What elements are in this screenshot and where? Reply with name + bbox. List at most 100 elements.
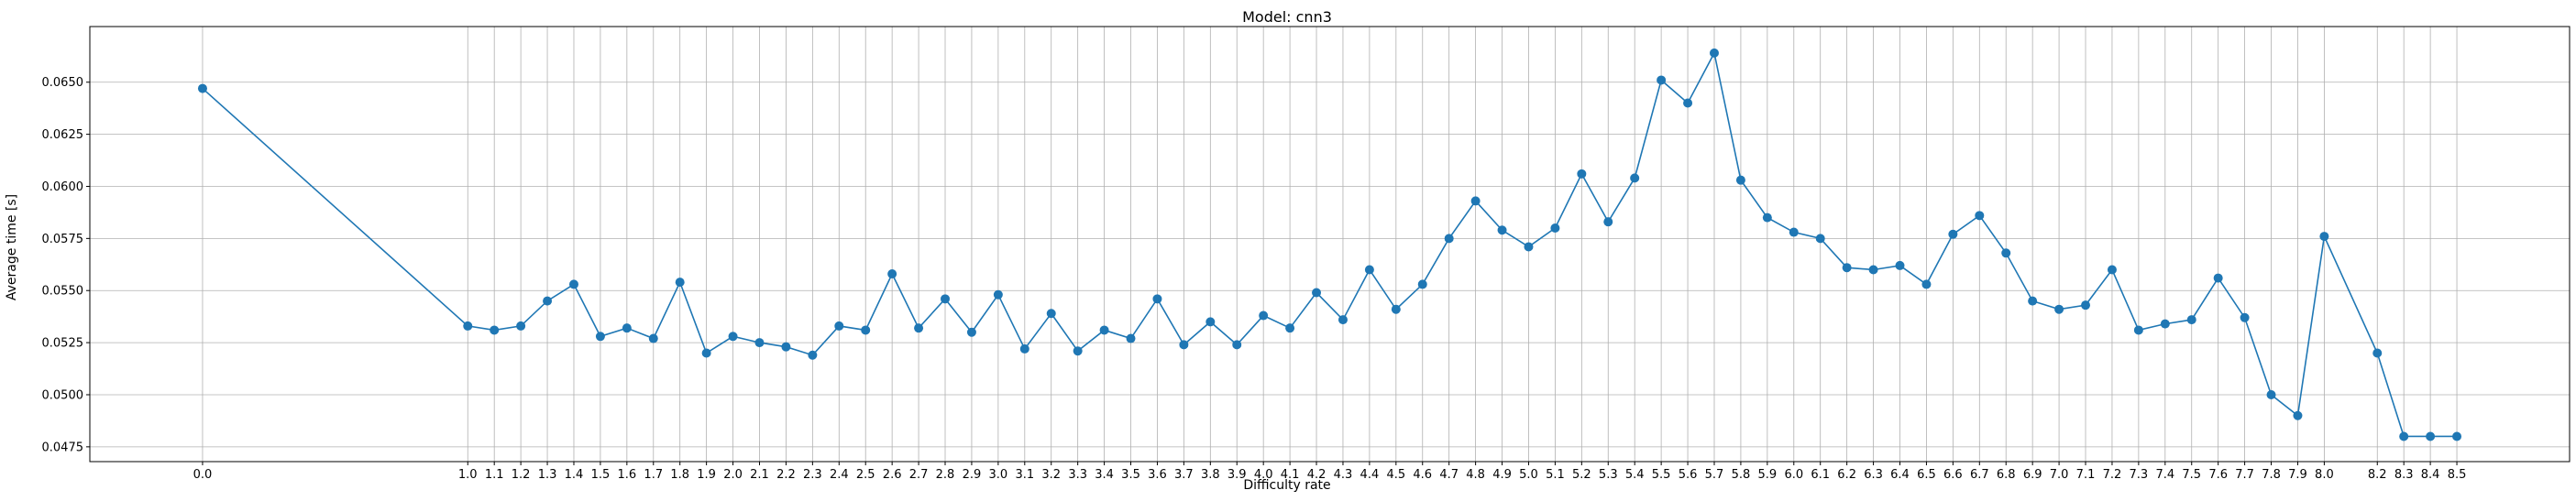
data-point [1126, 333, 1136, 343]
x-tick-label: 3.4 [1095, 468, 1114, 482]
series-line-group [197, 48, 2462, 441]
data-point [1868, 265, 1878, 275]
x-tick-label: 6.4 [1890, 468, 1910, 482]
data-point [966, 327, 976, 337]
data-point [1019, 343, 1029, 354]
x-tick-label: 6.0 [1784, 468, 1803, 482]
x-tick-label: 1.2 [512, 468, 531, 482]
data-point [622, 323, 632, 333]
x-tick-label: 2.9 [963, 468, 982, 482]
data-point [1497, 225, 1507, 235]
data-point [2426, 431, 2436, 441]
y-tick-label: 0.0650 [42, 76, 84, 90]
x-tick-label: 6.1 [1811, 468, 1830, 482]
data-point [2028, 296, 2038, 306]
x-tick-label: 6.9 [2023, 468, 2042, 482]
y-tick-label: 0.0525 [42, 337, 84, 351]
x-tick-label: 7.1 [2076, 468, 2096, 482]
x-tick-label: 4.8 [1466, 468, 1485, 482]
data-point [1683, 98, 1693, 108]
data-point [1630, 173, 1640, 183]
x-tick-label: 8.2 [2368, 468, 2387, 482]
data-point [1657, 75, 1667, 85]
data-point [993, 289, 1003, 300]
x-tick-label: 5.4 [1625, 468, 1645, 482]
data-point [1948, 229, 1958, 239]
data-point [728, 332, 738, 342]
x-tick-label: 2.6 [883, 468, 902, 482]
data-point [2160, 319, 2170, 329]
data-point [1259, 310, 1269, 321]
data-point [1364, 265, 1374, 275]
data-point [1285, 323, 1295, 333]
data-point [2240, 312, 2250, 322]
data-point [2107, 265, 2117, 275]
x-tick-label: 1.0 [458, 468, 478, 482]
x-tick-label: 8.3 [2394, 468, 2414, 482]
data-point [1205, 317, 1216, 327]
x-tick-label: 3.2 [1041, 468, 1061, 482]
x-tick-label: 6.3 [1864, 468, 1883, 482]
chart-title: Model: cnn3 [1242, 8, 1332, 26]
x-tick-label: 3.5 [1121, 468, 1140, 482]
data-point [2213, 273, 2223, 283]
data-point [781, 342, 791, 352]
data-point [1417, 279, 1427, 289]
y-tick-label: 0.0550 [42, 285, 84, 299]
data-point [2293, 410, 2303, 420]
x-tick-label: 5.1 [1546, 468, 1565, 482]
data-point [648, 333, 658, 343]
x-tick-label: 1.6 [617, 468, 636, 482]
x-tick-label: 5.7 [1705, 468, 1724, 482]
data-point [1099, 325, 1109, 335]
x-tick-label: 1.3 [538, 468, 557, 482]
x-tick-label: 8.4 [2421, 468, 2440, 482]
x-tick-label: 5.5 [1652, 468, 1671, 482]
data-point [595, 332, 605, 342]
x-tick-label: 4.2 [1307, 468, 1327, 482]
x-tick-label: 1.8 [670, 468, 689, 482]
data-point [2133, 325, 2143, 335]
x-axis-ticks: 0.0 1.0 1.1 1.2 1.3 1.4 1.5 1.6 1.7 1.8 1.9 2.0 2.1 2… [193, 462, 2466, 482]
data-point [2319, 232, 2329, 242]
data-point [568, 279, 578, 289]
x-tick-label: 4.1 [1281, 468, 1300, 482]
data-point [1338, 315, 1348, 325]
x-tick-label: 3.0 [989, 468, 1008, 482]
data-point [1815, 234, 1825, 244]
x-tick-label: 6.7 [1970, 468, 1989, 482]
data-point [1073, 346, 1083, 356]
data-point [701, 348, 711, 358]
y-axis-label: Average time [s] [5, 194, 19, 300]
data-point [1975, 211, 1985, 221]
data-point [2081, 300, 2091, 310]
x-tick-label: 2.0 [723, 468, 743, 482]
data-point [1179, 340, 1189, 350]
data-point [2452, 431, 2462, 441]
data-point [2054, 304, 2064, 314]
x-tick-label: 7.9 [2288, 468, 2307, 482]
data-point [516, 321, 526, 331]
data-point [1603, 217, 1613, 227]
data-point [1524, 242, 1534, 252]
x-tick-label: 2.3 [803, 468, 822, 482]
data-point [197, 83, 207, 93]
data-point [1444, 234, 1454, 244]
data-point [887, 269, 897, 279]
data-point [2186, 315, 2196, 325]
plot-frame [89, 26, 2570, 463]
x-tick-label: 5.8 [1732, 468, 1751, 482]
x-tick-label: 5.6 [1679, 468, 1698, 482]
x-tick-label: 7.7 [2235, 468, 2254, 482]
x-tick-label: 3.6 [1148, 468, 1167, 482]
data-point [490, 325, 500, 335]
y-tick-label: 0.0600 [42, 180, 84, 194]
y-tick-label: 0.0475 [42, 441, 84, 454]
data-point [1895, 260, 1905, 270]
x-tick-label: 2.4 [830, 468, 849, 482]
data-point [1842, 263, 1852, 273]
x-tick-label: 3.1 [1015, 468, 1034, 482]
x-tick-label: 5.9 [1758, 468, 1778, 482]
